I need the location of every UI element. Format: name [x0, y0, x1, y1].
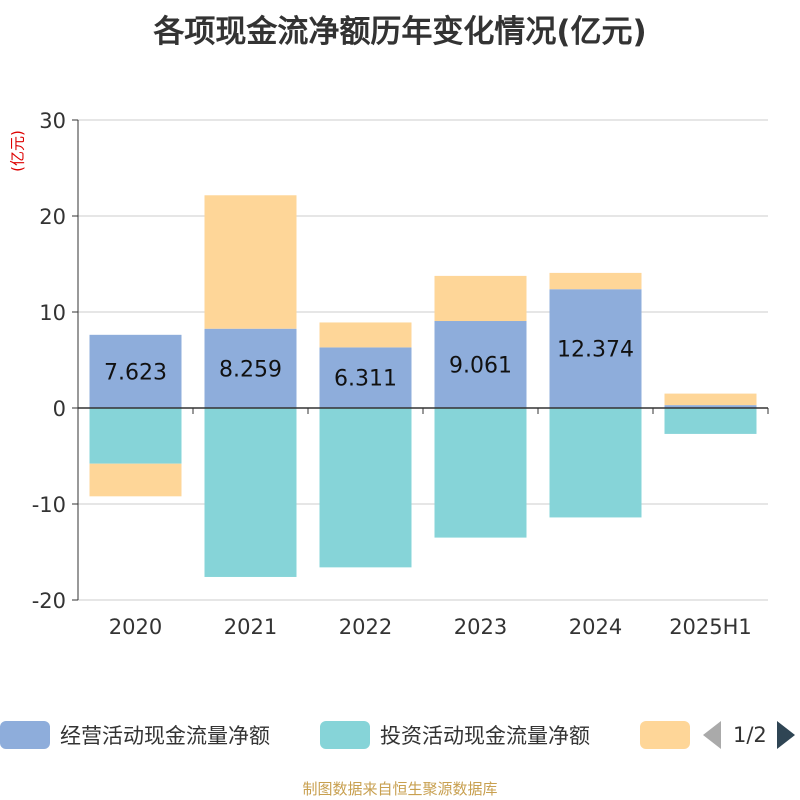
data-label: 7.623	[104, 360, 167, 385]
x-tick-label: 2020	[109, 615, 162, 639]
data-label: 8.259	[219, 357, 282, 382]
y-tick-label: 30	[39, 109, 66, 133]
bar-operating	[434, 321, 527, 408]
bar-operating	[664, 405, 757, 408]
legend: 经营活动现金流量净额 投资活动现金流量净额	[0, 716, 800, 756]
legend-item-operating[interactable]: 经营活动现金流量净额	[0, 716, 270, 754]
legend-item-investing[interactable]: 投资活动现金流量净额	[320, 716, 590, 754]
legend-item-financing[interactable]	[640, 716, 690, 754]
bar-financing	[319, 322, 412, 348]
bar-investing	[664, 408, 757, 434]
legend-page-indicator: 1/2	[733, 723, 767, 747]
bar-operating	[549, 289, 642, 408]
y-tick-label: -20	[32, 589, 66, 613]
bar-financing	[89, 463, 182, 497]
y-tick-label: 0	[53, 397, 66, 421]
data-label: 6.311	[334, 367, 397, 392]
bar-financing	[434, 275, 527, 322]
x-tick-label: 2023	[454, 615, 507, 639]
prev-page-icon[interactable]	[703, 721, 721, 749]
bar-investing	[204, 408, 297, 577]
chart-title: 各项现金流净额历年变化情况(亿元)	[153, 14, 647, 50]
y-tick-label: 20	[39, 205, 66, 229]
bar-financing	[204, 195, 297, 329]
x-tick-label: 2024	[569, 615, 622, 639]
bar-operating	[204, 328, 297, 408]
x-tick-label: 2025H1	[669, 615, 752, 639]
legend-label-operating: 经营活动现金流量净额	[60, 724, 270, 748]
bar-financing	[664, 393, 757, 406]
legend-pager: 1/2	[700, 716, 800, 754]
bar-investing	[434, 408, 527, 538]
y-tick-label: 10	[39, 301, 66, 325]
bar-financing	[549, 272, 642, 290]
legend-swatch-operating	[0, 721, 50, 749]
bar-investing	[319, 408, 412, 568]
bar-operating	[319, 347, 412, 408]
legend-label-investing: 投资活动现金流量净额	[380, 724, 590, 748]
bar-operating	[89, 334, 182, 408]
legend-swatch-investing	[320, 721, 370, 749]
data-label: 9.061	[449, 354, 512, 379]
source-note: 制图数据来自恒生聚源数据库	[302, 780, 498, 798]
y-tick-label: -10	[32, 493, 66, 517]
bar-investing	[89, 408, 182, 464]
data-label: 12.374	[557, 338, 634, 363]
x-tick-label: 2022	[339, 615, 392, 639]
x-tick-label: 2021	[224, 615, 277, 639]
bar-investing	[549, 408, 642, 518]
legend-swatch-financing	[640, 721, 690, 749]
next-page-icon[interactable]	[776, 721, 795, 749]
